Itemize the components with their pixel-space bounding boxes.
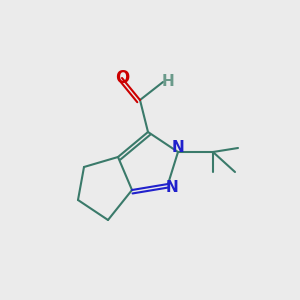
Text: O: O [115, 69, 129, 87]
Text: N: N [166, 179, 178, 194]
Text: N: N [172, 140, 184, 155]
Text: H: H [162, 74, 174, 89]
